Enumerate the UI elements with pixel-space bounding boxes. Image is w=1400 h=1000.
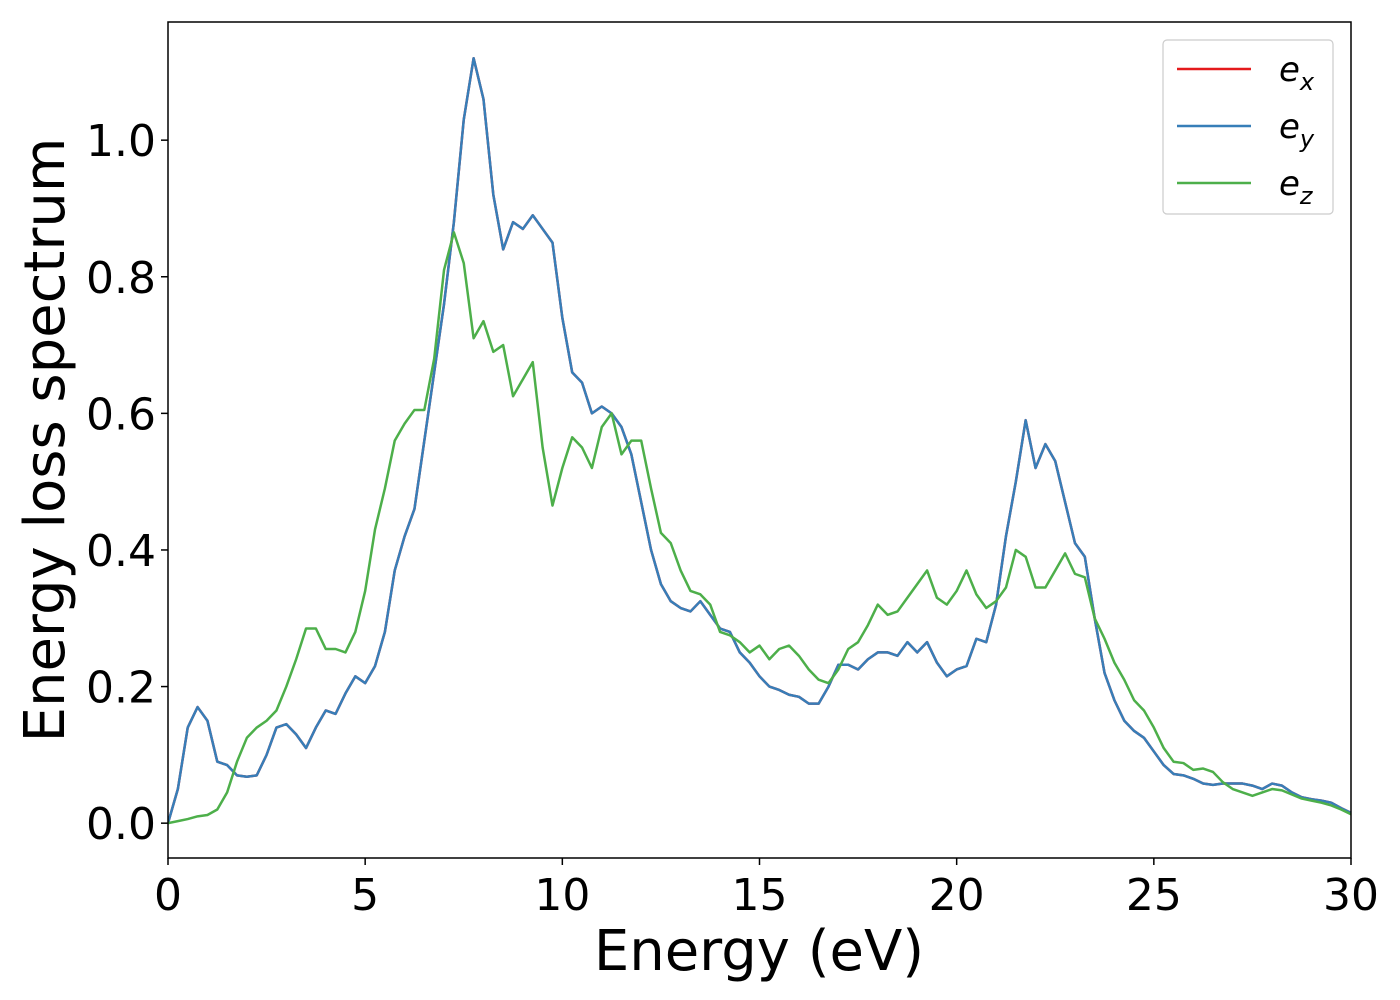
legend-label: ey bbox=[1279, 107, 1315, 153]
legend-label-sub: y bbox=[1299, 125, 1315, 153]
legend-label-base: e bbox=[1279, 164, 1300, 204]
y-tick-label: 1.0 bbox=[86, 116, 156, 167]
x-tick-label: 30 bbox=[1323, 870, 1379, 921]
y-axis-label: Energy loss spectrum bbox=[13, 138, 78, 743]
y-tick-label: 0.0 bbox=[86, 799, 156, 850]
x-tick-label: 0 bbox=[154, 870, 182, 921]
y-tick-label: 0.8 bbox=[86, 253, 156, 304]
y-tick-label: 0.4 bbox=[86, 526, 156, 577]
x-tick-label: 10 bbox=[534, 870, 590, 921]
legend-label-sub: z bbox=[1299, 182, 1314, 210]
x-tick-label: 20 bbox=[929, 870, 985, 921]
legend-label-base: e bbox=[1279, 50, 1300, 90]
plot-frame bbox=[167, 21, 1352, 859]
x-tick-label: 5 bbox=[351, 870, 379, 921]
x-tick-label: 15 bbox=[732, 870, 788, 921]
x-tick-label: 25 bbox=[1126, 870, 1182, 921]
series-line bbox=[168, 231, 1351, 825]
legend-label-base: e bbox=[1279, 107, 1300, 147]
y-tick-label: 0.6 bbox=[86, 389, 156, 440]
y-tick-label: 0.2 bbox=[86, 663, 156, 714]
legend-label: ez bbox=[1279, 164, 1314, 210]
legend-label-sub: x bbox=[1299, 68, 1315, 96]
series-line bbox=[168, 56, 1351, 824]
legend-label: ex bbox=[1279, 50, 1315, 96]
x-axis-label: Energy (eV) bbox=[594, 919, 924, 984]
